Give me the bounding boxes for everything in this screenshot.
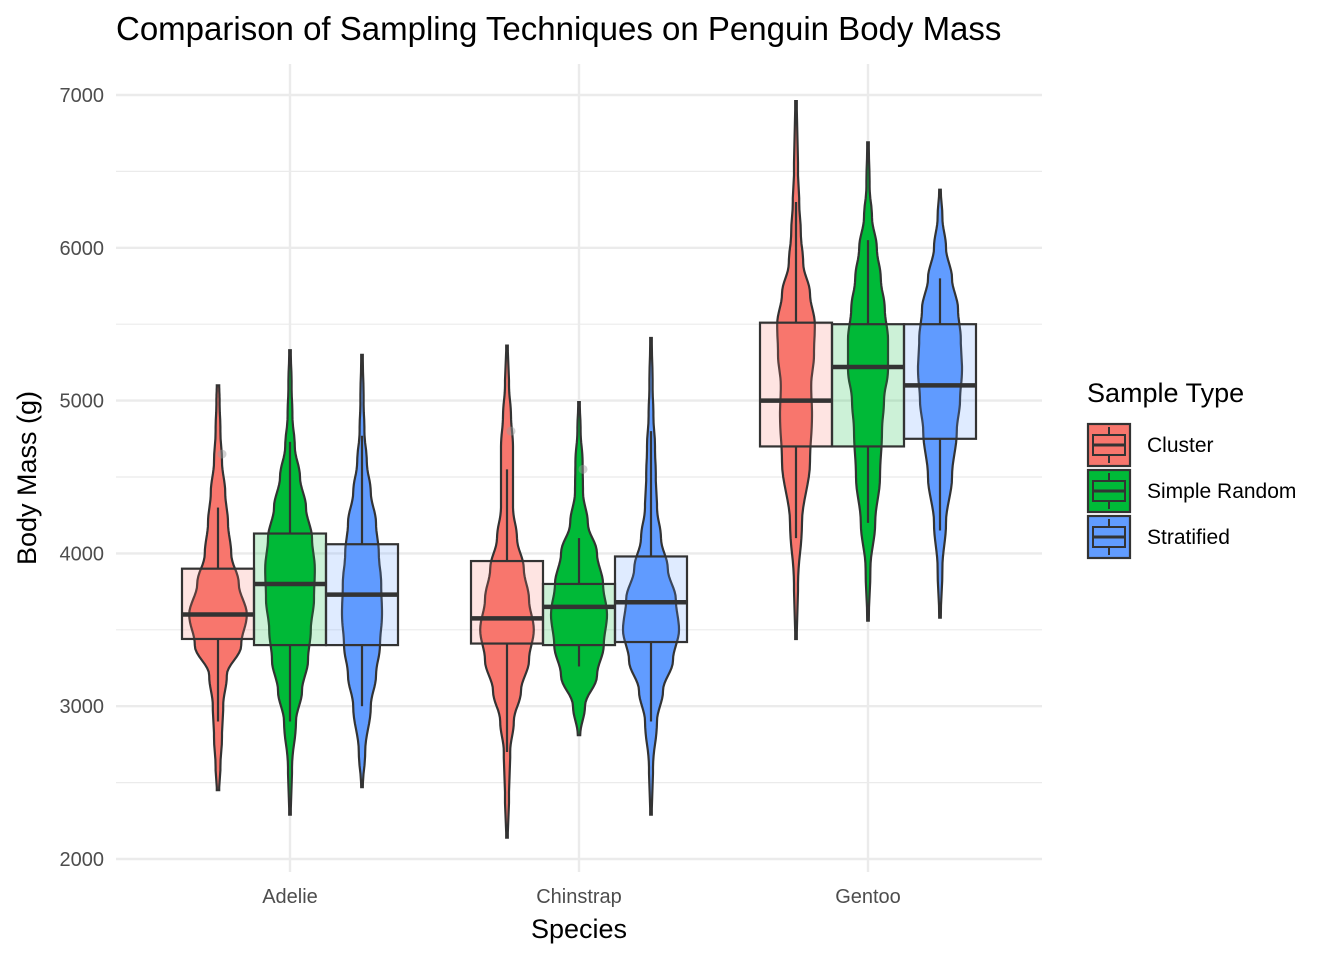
box: [252, 532, 328, 647]
violin: [846, 141, 890, 622]
legend-key: [1086, 514, 1132, 560]
box: [613, 555, 689, 644]
y-axis-ticks: 2000 3000 4000 5000 6000 7000: [60, 85, 105, 871]
legend-key: [1086, 468, 1132, 514]
legend: Sample Type Cluster Simple Random Stratifi…: [1086, 378, 1296, 560]
legend-label: Cluster: [1147, 434, 1214, 457]
x-axis-title: Species: [531, 914, 627, 944]
outlier-point: [217, 449, 227, 459]
plot-area: [180, 100, 978, 839]
violin-group: [830, 141, 906, 622]
legend-key: [1086, 422, 1132, 468]
violin: [776, 100, 816, 641]
violin-group: [541, 401, 617, 737]
outlier-point: [506, 426, 516, 436]
violin-group: [324, 353, 400, 789]
y-tick-label: 5000: [60, 391, 105, 413]
y-tick-label: 6000: [60, 238, 105, 260]
violin-group: [180, 384, 256, 792]
x-axis-ticks: Adelie Chinstrap Gentoo: [262, 886, 901, 908]
box: [541, 582, 617, 647]
legend-title: Sample Type: [1087, 378, 1244, 408]
box: [830, 323, 906, 448]
chart-title: Comparison of Sampling Techniques on Pen…: [116, 10, 1001, 47]
box: [758, 321, 834, 448]
violin: [479, 344, 535, 839]
y-tick-label: 7000: [60, 85, 105, 107]
box: [902, 323, 978, 440]
x-tick-label: Chinstrap: [536, 886, 622, 908]
outlier-point: [578, 464, 588, 474]
violin: [340, 353, 384, 789]
violin-group: [252, 349, 328, 816]
box: [180, 567, 256, 641]
legend-label: Simple Random: [1147, 480, 1296, 503]
violin: [916, 188, 964, 619]
y-tick-label: 2000: [60, 849, 105, 871]
y-tick-label: 3000: [60, 696, 105, 718]
x-tick-label: Adelie: [262, 886, 318, 908]
violin-group: [902, 188, 978, 619]
y-axis-title: Body Mass (g): [12, 391, 42, 565]
violin-group: [613, 336, 689, 816]
legend-label: Stratified: [1147, 526, 1230, 549]
x-tick-label: Gentoo: [835, 886, 901, 908]
y-tick-label: 4000: [60, 543, 105, 565]
box: [469, 559, 545, 645]
violin-group: [469, 344, 545, 839]
violin: [188, 384, 248, 792]
violin-group: [758, 100, 834, 641]
